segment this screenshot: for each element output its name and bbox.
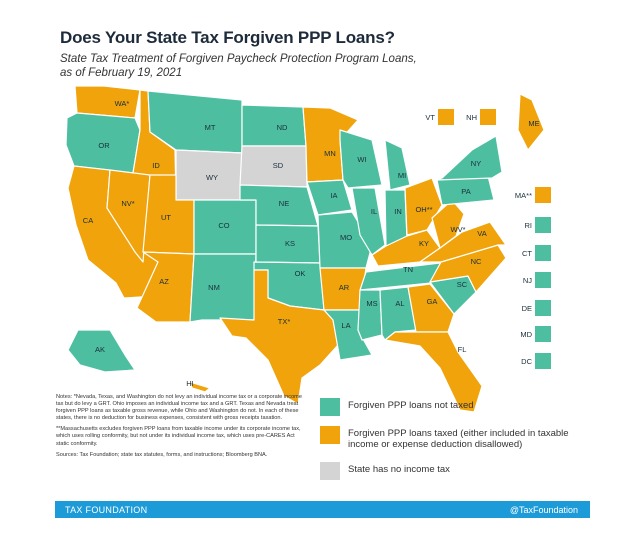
state-label-nc: NC	[471, 257, 482, 266]
small-state-label-md: MD	[520, 330, 532, 339]
state-wi	[339, 129, 383, 189]
state-label-ky: KY	[419, 239, 429, 248]
legend-label-taxed: Forgiven PPP loans taxed (either include…	[348, 428, 569, 450]
legend-label-no-income-tax: State has no income tax	[348, 464, 450, 475]
state-label-mo: MO	[340, 233, 352, 242]
state-label-mi: MI	[398, 171, 406, 180]
state-label-tx: TX*	[278, 317, 291, 326]
state-nv	[106, 169, 151, 263]
small-state-box-md	[535, 326, 551, 342]
state-label-ok: OK	[295, 269, 306, 278]
notes-block: Notes: *Nevada, Texas, and Washington do…	[56, 394, 308, 463]
state-label-ks: KS	[285, 239, 295, 248]
state-label-sd: SD	[273, 161, 284, 170]
state-label-or: OR	[98, 141, 110, 150]
legend-swatch-no-income-tax	[320, 462, 340, 480]
state-label-tn: TN	[403, 265, 413, 274]
state-label-in: IN	[394, 207, 402, 216]
state-label-wy: WY	[206, 173, 218, 182]
state-label-nd: ND	[277, 123, 288, 132]
small-state-box-de	[535, 300, 551, 316]
state-ky	[371, 229, 441, 267]
footer-handle: @TaxFoundation	[509, 505, 578, 515]
state-me	[517, 93, 545, 151]
page-subtitle: State Tax Treatment of Forgiven Paycheck…	[60, 53, 417, 79]
note-nv-tx-wa-oh: Notes: *Nevada, Texas, and Washington do…	[56, 394, 302, 422]
small-state-box-ma	[535, 187, 551, 203]
state-label-fl: FL	[458, 345, 467, 354]
state-mi	[384, 139, 411, 191]
state-label-va: VA	[477, 229, 486, 238]
legend-item-not-taxed: Forgiven PPP loans not taxed	[320, 398, 474, 416]
small-state-label-ma: MA**	[515, 191, 532, 200]
state-label-ms: MS	[366, 299, 377, 308]
page-title: Does Your State Tax Forgiven PPP Loans?	[60, 28, 395, 47]
small-state-label-ct: CT	[522, 249, 532, 258]
small-state-label-nh: NH	[466, 113, 477, 122]
footer-bar: TAX FOUNDATION @TaxFoundation	[55, 501, 590, 518]
note-ma: **Massachusetts excludes forgiven PPP lo…	[56, 426, 301, 447]
state-hi	[189, 381, 211, 393]
state-label-ia: IA	[330, 191, 337, 200]
state-label-il: IL	[371, 207, 377, 216]
state-label-ne: NE	[279, 199, 289, 208]
state-ga	[407, 283, 455, 333]
state-label-wi: WI	[357, 155, 366, 164]
state-wa	[74, 85, 141, 119]
state-label-ca: CA	[83, 216, 93, 225]
state-label-hi: HI	[186, 379, 194, 388]
small-state-label-nj: NJ	[523, 276, 532, 285]
state-nd	[241, 104, 307, 147]
small-state-label-vt: VT	[425, 113, 435, 122]
small-state-label-dc: DC	[521, 357, 532, 366]
state-label-ak: AK	[95, 345, 105, 354]
state-ms	[357, 289, 383, 341]
state-label-ga: GA	[427, 297, 438, 306]
state-label-sc: SC	[457, 280, 468, 289]
state-il	[351, 187, 386, 256]
state-ia	[306, 179, 353, 216]
state-ak	[67, 329, 136, 373]
state-label-az: AZ	[159, 277, 169, 286]
state-label-la: LA	[341, 321, 350, 330]
small-state-label-ri: RI	[525, 221, 533, 230]
state-label-nm: NM	[208, 283, 220, 292]
state-label-al: AL	[395, 299, 404, 308]
legend-label-not-taxed: Forgiven PPP loans not taxed	[348, 400, 474, 411]
state-tx	[219, 269, 339, 405]
state-nm	[189, 253, 257, 323]
state-label-mt: MT	[205, 123, 216, 132]
state-label-ar: AR	[339, 283, 350, 292]
state-label-nv: NV*	[121, 199, 134, 208]
note-sources: Sources: Tax Foundation; state tax statu…	[56, 451, 268, 458]
state-label-ny: NY	[471, 159, 481, 168]
small-state-box-ri	[535, 217, 551, 233]
legend-swatch-not-taxed	[320, 398, 340, 416]
legend-swatch-taxed	[320, 426, 340, 444]
state-label-pa: PA	[461, 187, 470, 196]
us-state-map: WA* OR CA ID NV* MT WY UT AZ CO NM ND SD NE KS OK TX* MN I…	[65, 85, 551, 413]
state-label-co: CO	[218, 221, 229, 230]
legend-item-taxed: Forgiven PPP loans taxed (either include…	[320, 426, 580, 450]
state-label-ut: UT	[161, 213, 171, 222]
footer-brand: TAX FOUNDATION	[65, 505, 148, 515]
state-ny	[436, 135, 503, 181]
small-state-box-ct	[535, 245, 551, 261]
state-label-id: ID	[152, 161, 160, 170]
small-state-box-vt	[438, 109, 454, 125]
state-label-mn: MN	[324, 149, 336, 158]
state-label-me: ME	[528, 119, 539, 128]
state-label-wv: WV*	[451, 225, 466, 234]
small-state-box-dc	[535, 353, 551, 369]
small-state-box-nj	[535, 272, 551, 288]
state-label-oh: OH**	[415, 205, 432, 214]
small-state-label-de: DE	[522, 304, 532, 313]
small-state-box-nh	[480, 109, 496, 125]
legend-item-no-income-tax: State has no income tax	[320, 462, 450, 480]
state-fl	[384, 331, 483, 413]
state-label-wa: WA*	[115, 99, 130, 108]
